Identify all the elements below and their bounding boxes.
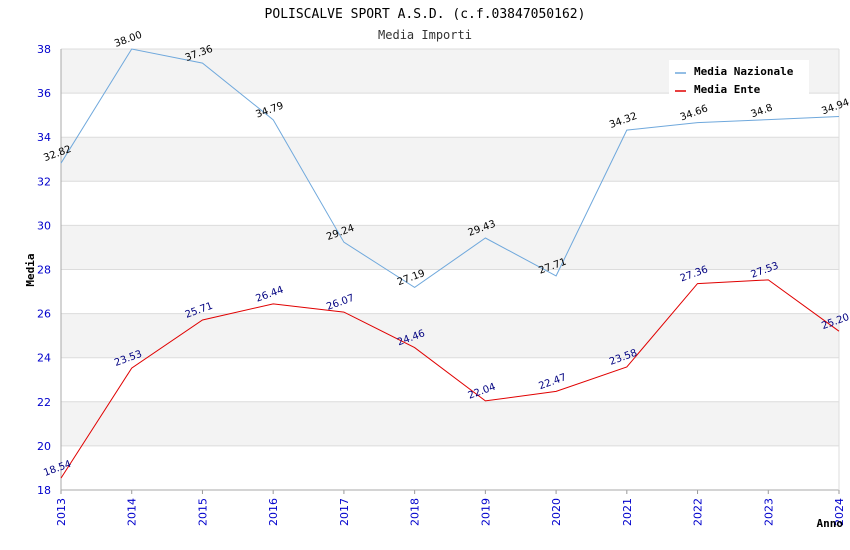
y-tick-label: 18 xyxy=(37,484,51,497)
y-tick-labels: 18 20 22 24 26 28 30 32 34 36 38 xyxy=(37,43,51,497)
data-label-ente: 26.44 xyxy=(254,285,285,305)
x-tick-label: 2022 xyxy=(692,498,705,526)
data-label-nazionale: 34.8 xyxy=(750,102,775,120)
series-line-ente xyxy=(60,279,840,479)
y-tick-label: 20 xyxy=(37,440,51,453)
x-axis-label: Anno xyxy=(817,517,844,530)
data-label-ente: 26.07 xyxy=(325,293,356,313)
data-label-nazionale: 38.00 xyxy=(113,30,144,50)
y-tick-label: 38 xyxy=(37,43,51,56)
x-tick-label: 2016 xyxy=(267,498,280,526)
data-label-nazionale: 34.32 xyxy=(608,111,639,131)
y-tick-label: 34 xyxy=(37,131,51,144)
grid-band xyxy=(61,313,839,358)
x-tick-labels: 2013 2014 2015 2016 2017 2018 2019 2020 2021 2022… xyxy=(55,498,846,526)
axes xyxy=(60,49,840,491)
chart-subtitle: Media Importi xyxy=(378,28,472,42)
data-label-nazionale: 34.66 xyxy=(679,103,710,123)
grid-band xyxy=(61,401,839,446)
series-lines xyxy=(60,48,840,479)
x-tick-label: 2013 xyxy=(55,498,68,526)
y-axis-label: Media xyxy=(24,253,37,286)
x-tick-label: 2021 xyxy=(621,498,634,526)
x-tick-label: 2019 xyxy=(479,498,492,526)
grid-band xyxy=(61,137,839,182)
series-line-nazionale xyxy=(60,48,840,289)
x-tick-label: 2017 xyxy=(338,498,351,526)
y-tick-label: 24 xyxy=(37,352,51,365)
x-tick-label: 2023 xyxy=(762,498,775,526)
y-tick-label: 32 xyxy=(37,175,51,188)
x-tick-label: 2018 xyxy=(409,498,422,526)
y-tick-label: 30 xyxy=(37,219,51,232)
legend-label-ente: Media Ente xyxy=(694,83,761,96)
grid-lines xyxy=(60,48,840,494)
legend: Media Nazionale Media Ente xyxy=(669,60,809,96)
data-label-nazionale: 34.94 xyxy=(820,97,850,117)
y-tick-label: 36 xyxy=(37,87,51,100)
data-label-ente: 18.54 xyxy=(42,459,73,479)
x-tick-label: 2020 xyxy=(550,498,563,526)
x-tick-label: 2024 xyxy=(833,498,846,526)
y-tick-label: 22 xyxy=(37,396,51,409)
legend-box xyxy=(669,60,809,96)
chart-title: POLISCALVE SPORT A.S.D. (c.f.03847050162… xyxy=(265,7,586,22)
x-tick-label: 2014 xyxy=(126,498,139,526)
x-tick-label: 2015 xyxy=(196,498,209,526)
y-tick-label: 28 xyxy=(37,264,51,277)
grid-bands xyxy=(61,49,839,446)
y-tick-label: 26 xyxy=(37,308,51,321)
legend-label-nazionale: Media Nazionale xyxy=(694,65,794,78)
